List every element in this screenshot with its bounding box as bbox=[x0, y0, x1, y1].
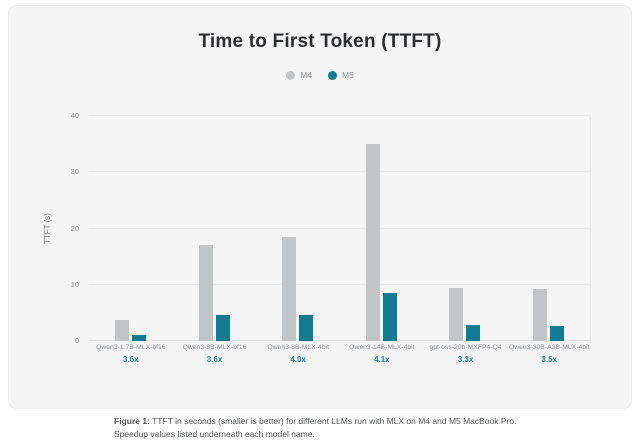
bar-group bbox=[89, 116, 173, 341]
speedup-label: 4.0x bbox=[290, 355, 306, 364]
plot-area bbox=[89, 115, 591, 341]
gridline-10 bbox=[89, 283, 590, 285]
model-name-label: Qwen3-30B-A3B-MLX-4bit bbox=[508, 344, 590, 351]
bar-group bbox=[173, 116, 257, 341]
model-name-label: Qwen3-8B-MLX-bf16 bbox=[182, 344, 247, 351]
bar-m5 bbox=[549, 325, 564, 341]
x-label-slot: Qwen3-14B-MLX-4bit 4.1x bbox=[340, 344, 424, 364]
bar-m4 bbox=[282, 236, 297, 341]
bar-m4 bbox=[198, 245, 213, 341]
legend-dot-m5 bbox=[328, 70, 337, 80]
bar-m4 bbox=[532, 288, 547, 341]
legend: M4 M5 bbox=[9, 70, 631, 80]
y-tick-label-10: 10 bbox=[70, 279, 79, 289]
bar-m5 bbox=[299, 315, 314, 341]
speedup-label: 3.3x bbox=[457, 355, 474, 364]
bar-m4 bbox=[449, 287, 464, 341]
figure-caption-text: TTFT in seconds (smaller is better) for … bbox=[114, 416, 517, 440]
bar-group bbox=[340, 116, 424, 341]
x-label-slot: Qwen3-1.7B-MLX-bf16 3.6x bbox=[89, 344, 173, 364]
legend-label-m4: M4 bbox=[300, 70, 312, 80]
gridline-30 bbox=[89, 171, 590, 173]
speedup-label: 3.6x bbox=[123, 355, 139, 364]
x-label-slot: Qwen3-8B-MLX-bf16 3.6x bbox=[173, 344, 257, 364]
y-tick-label-40: 40 bbox=[70, 111, 79, 120]
y-axis-ticks: 0 10 20 30 40 bbox=[9, 111, 83, 345]
x-label-slot: gpt-oss-20b-MXFP4-Q4 3.3x bbox=[424, 344, 508, 364]
y-tick-label-30: 30 bbox=[70, 167, 79, 177]
bar-m5 bbox=[382, 292, 397, 341]
figure-caption: Figure 1: TTFT in seconds (smaller is be… bbox=[114, 415, 528, 441]
speedup-label: 3.6x bbox=[206, 355, 223, 364]
bar-m4 bbox=[365, 144, 380, 341]
bar-group bbox=[507, 116, 591, 341]
figure-caption-prefix: Figure 1: bbox=[114, 416, 150, 426]
bar-m4 bbox=[115, 320, 130, 341]
bar-m5 bbox=[466, 324, 481, 341]
y-tick-label-20: 20 bbox=[70, 223, 79, 233]
bar-groups bbox=[89, 116, 590, 341]
gridline-0 bbox=[89, 340, 590, 341]
legend-label-m5: M5 bbox=[342, 70, 354, 80]
speedup-label: 4.1x bbox=[374, 355, 390, 364]
model-name-label: Qwen3-1.7B-MLX-bf16 bbox=[96, 344, 166, 351]
legend-item-m4: M4 bbox=[286, 70, 312, 80]
chart-card: Time to First Token (TTFT) M4 M5 TTFT (s… bbox=[8, 5, 632, 409]
model-name-label: Qwen3-14B-MLX-4bit bbox=[349, 344, 415, 351]
bar-m5 bbox=[215, 314, 230, 341]
model-name-label: Qwen3-8B-MLX-4bit bbox=[267, 344, 329, 351]
legend-dot-m4 bbox=[286, 70, 296, 80]
legend-item-m5: M5 bbox=[328, 70, 354, 80]
x-label-slot: Qwen3-8B-MLX-4bit 4.0x bbox=[256, 344, 340, 364]
gridline-20 bbox=[89, 227, 590, 229]
gridline-40 bbox=[89, 115, 590, 116]
model-name-label: gpt-oss-20b-MXFP4-Q4 bbox=[429, 344, 502, 351]
x-axis-labels: Qwen3-1.7B-MLX-bf16 3.6x Qwen3-8B-MLX-bf16… bbox=[89, 344, 591, 364]
chart-title: Time to First Token (TTFT) bbox=[198, 31, 442, 52]
bar-group bbox=[256, 116, 340, 341]
speedup-label: 3.5x bbox=[541, 355, 557, 364]
bar-m5 bbox=[132, 335, 147, 341]
x-label-slot: Qwen3-30B-A3B-MLX-4bit 3.5x bbox=[507, 344, 591, 364]
y-tick-label-0: 0 bbox=[74, 336, 79, 345]
bar-group bbox=[423, 116, 507, 341]
